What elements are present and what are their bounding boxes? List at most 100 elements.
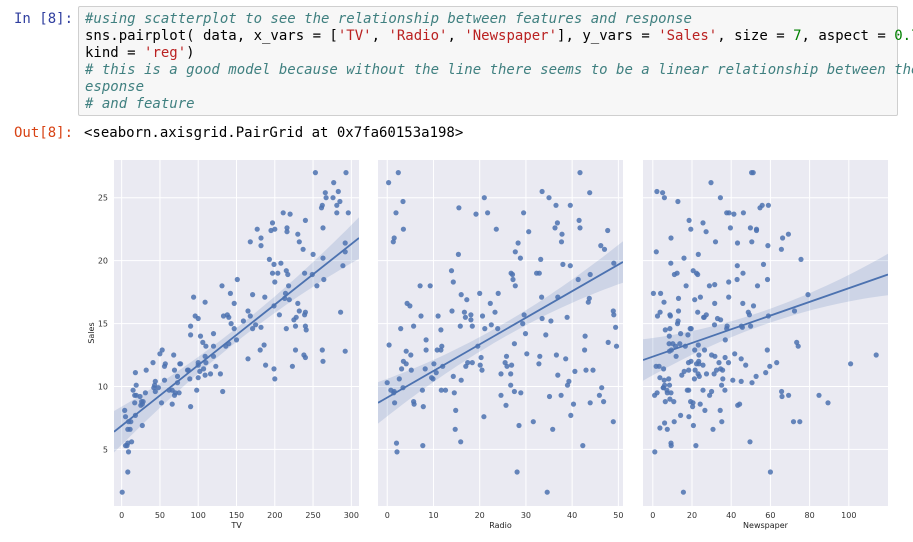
data-point xyxy=(653,363,659,369)
data-point xyxy=(197,368,203,374)
data-point xyxy=(395,170,401,176)
data-point xyxy=(479,313,486,319)
data-point xyxy=(263,362,269,368)
code-cell[interactable]: #using scatterplot to see the relationsh… xyxy=(78,6,913,116)
data-point xyxy=(554,220,561,226)
data-point xyxy=(473,211,479,217)
data-point xyxy=(158,400,165,406)
data-point xyxy=(427,283,433,289)
data-point xyxy=(340,263,346,269)
data-point xyxy=(171,352,177,358)
data-point xyxy=(675,318,681,324)
data-point xyxy=(779,393,785,400)
data-point xyxy=(455,251,461,257)
data-point xyxy=(764,347,770,353)
data-point xyxy=(795,343,801,349)
data-point xyxy=(660,190,666,196)
x-tick-label: 80 xyxy=(805,511,815,520)
x-tick-label: 250 xyxy=(305,511,320,520)
data-point xyxy=(442,387,449,393)
data-point xyxy=(477,290,483,296)
x-tick-label: 0 xyxy=(650,511,655,520)
data-point xyxy=(390,239,396,245)
data-point xyxy=(754,283,761,289)
data-point xyxy=(673,353,679,359)
data-point xyxy=(695,309,701,315)
data-point xyxy=(458,439,464,445)
data-point xyxy=(530,419,536,425)
data-point xyxy=(477,362,483,368)
data-point xyxy=(150,360,156,366)
regression-line xyxy=(114,237,359,433)
data-point xyxy=(688,326,694,332)
data-point xyxy=(692,347,698,353)
data-point xyxy=(468,312,474,318)
data-point xyxy=(422,366,428,372)
data-point xyxy=(171,367,178,373)
panel-tv: 0 50 100 150 200 250 300 TV 5 10 15 20 25 Sales xyxy=(87,160,359,530)
data-point xyxy=(512,249,518,255)
data-point xyxy=(292,323,299,329)
data-point xyxy=(495,326,501,332)
data-point xyxy=(210,343,217,349)
data-point xyxy=(848,361,854,367)
data-point xyxy=(516,422,522,429)
data-point xyxy=(388,387,394,393)
data-point xyxy=(690,400,696,406)
data-point xyxy=(657,309,663,315)
data-point xyxy=(171,392,178,398)
data-point xyxy=(482,326,488,332)
data-point xyxy=(548,318,554,324)
data-point xyxy=(546,393,553,400)
data-point xyxy=(157,351,163,357)
data-point xyxy=(450,373,456,379)
x-tick-label: 0 xyxy=(119,511,124,520)
data-point xyxy=(611,260,617,266)
data-point xyxy=(191,294,197,300)
data-point xyxy=(122,414,129,420)
data-point xyxy=(127,426,133,432)
data-point xyxy=(498,371,504,377)
y-axis-label: Sales xyxy=(87,322,96,343)
panel-newspaper: 0 20 40 60 80 100 Newspaper xyxy=(643,160,888,530)
data-point xyxy=(398,326,404,332)
data-point xyxy=(508,382,514,388)
data-point xyxy=(576,217,582,223)
data-point xyxy=(458,377,464,383)
data-point xyxy=(517,255,524,261)
data-point xyxy=(463,363,469,369)
data-point xyxy=(278,260,284,266)
data-point xyxy=(667,396,673,402)
data-point xyxy=(722,337,728,343)
data-point xyxy=(266,256,272,262)
data-point xyxy=(712,300,718,306)
data-point xyxy=(526,229,532,235)
data-point xyxy=(539,315,545,322)
data-point xyxy=(161,377,168,383)
data-point xyxy=(605,339,611,345)
data-point xyxy=(666,376,672,382)
data-point xyxy=(662,420,668,426)
data-point xyxy=(749,239,755,245)
data-point xyxy=(690,422,697,429)
data-point xyxy=(479,367,485,373)
data-point xyxy=(552,225,558,231)
data-point xyxy=(452,426,458,432)
data-point xyxy=(219,283,225,289)
data-point xyxy=(753,373,759,379)
x-tick-label: 10 xyxy=(428,511,438,520)
data-point xyxy=(664,426,670,432)
data-point xyxy=(575,276,581,283)
data-point xyxy=(245,356,251,362)
data-point xyxy=(657,375,663,381)
data-point xyxy=(509,362,515,368)
data-point xyxy=(763,370,769,376)
data-point xyxy=(816,392,822,398)
data-point xyxy=(384,380,390,386)
data-point xyxy=(468,317,474,323)
data-point xyxy=(740,300,746,306)
data-point xyxy=(269,270,276,276)
data-point xyxy=(511,341,517,347)
data-point xyxy=(712,282,718,288)
data-point xyxy=(798,256,804,262)
